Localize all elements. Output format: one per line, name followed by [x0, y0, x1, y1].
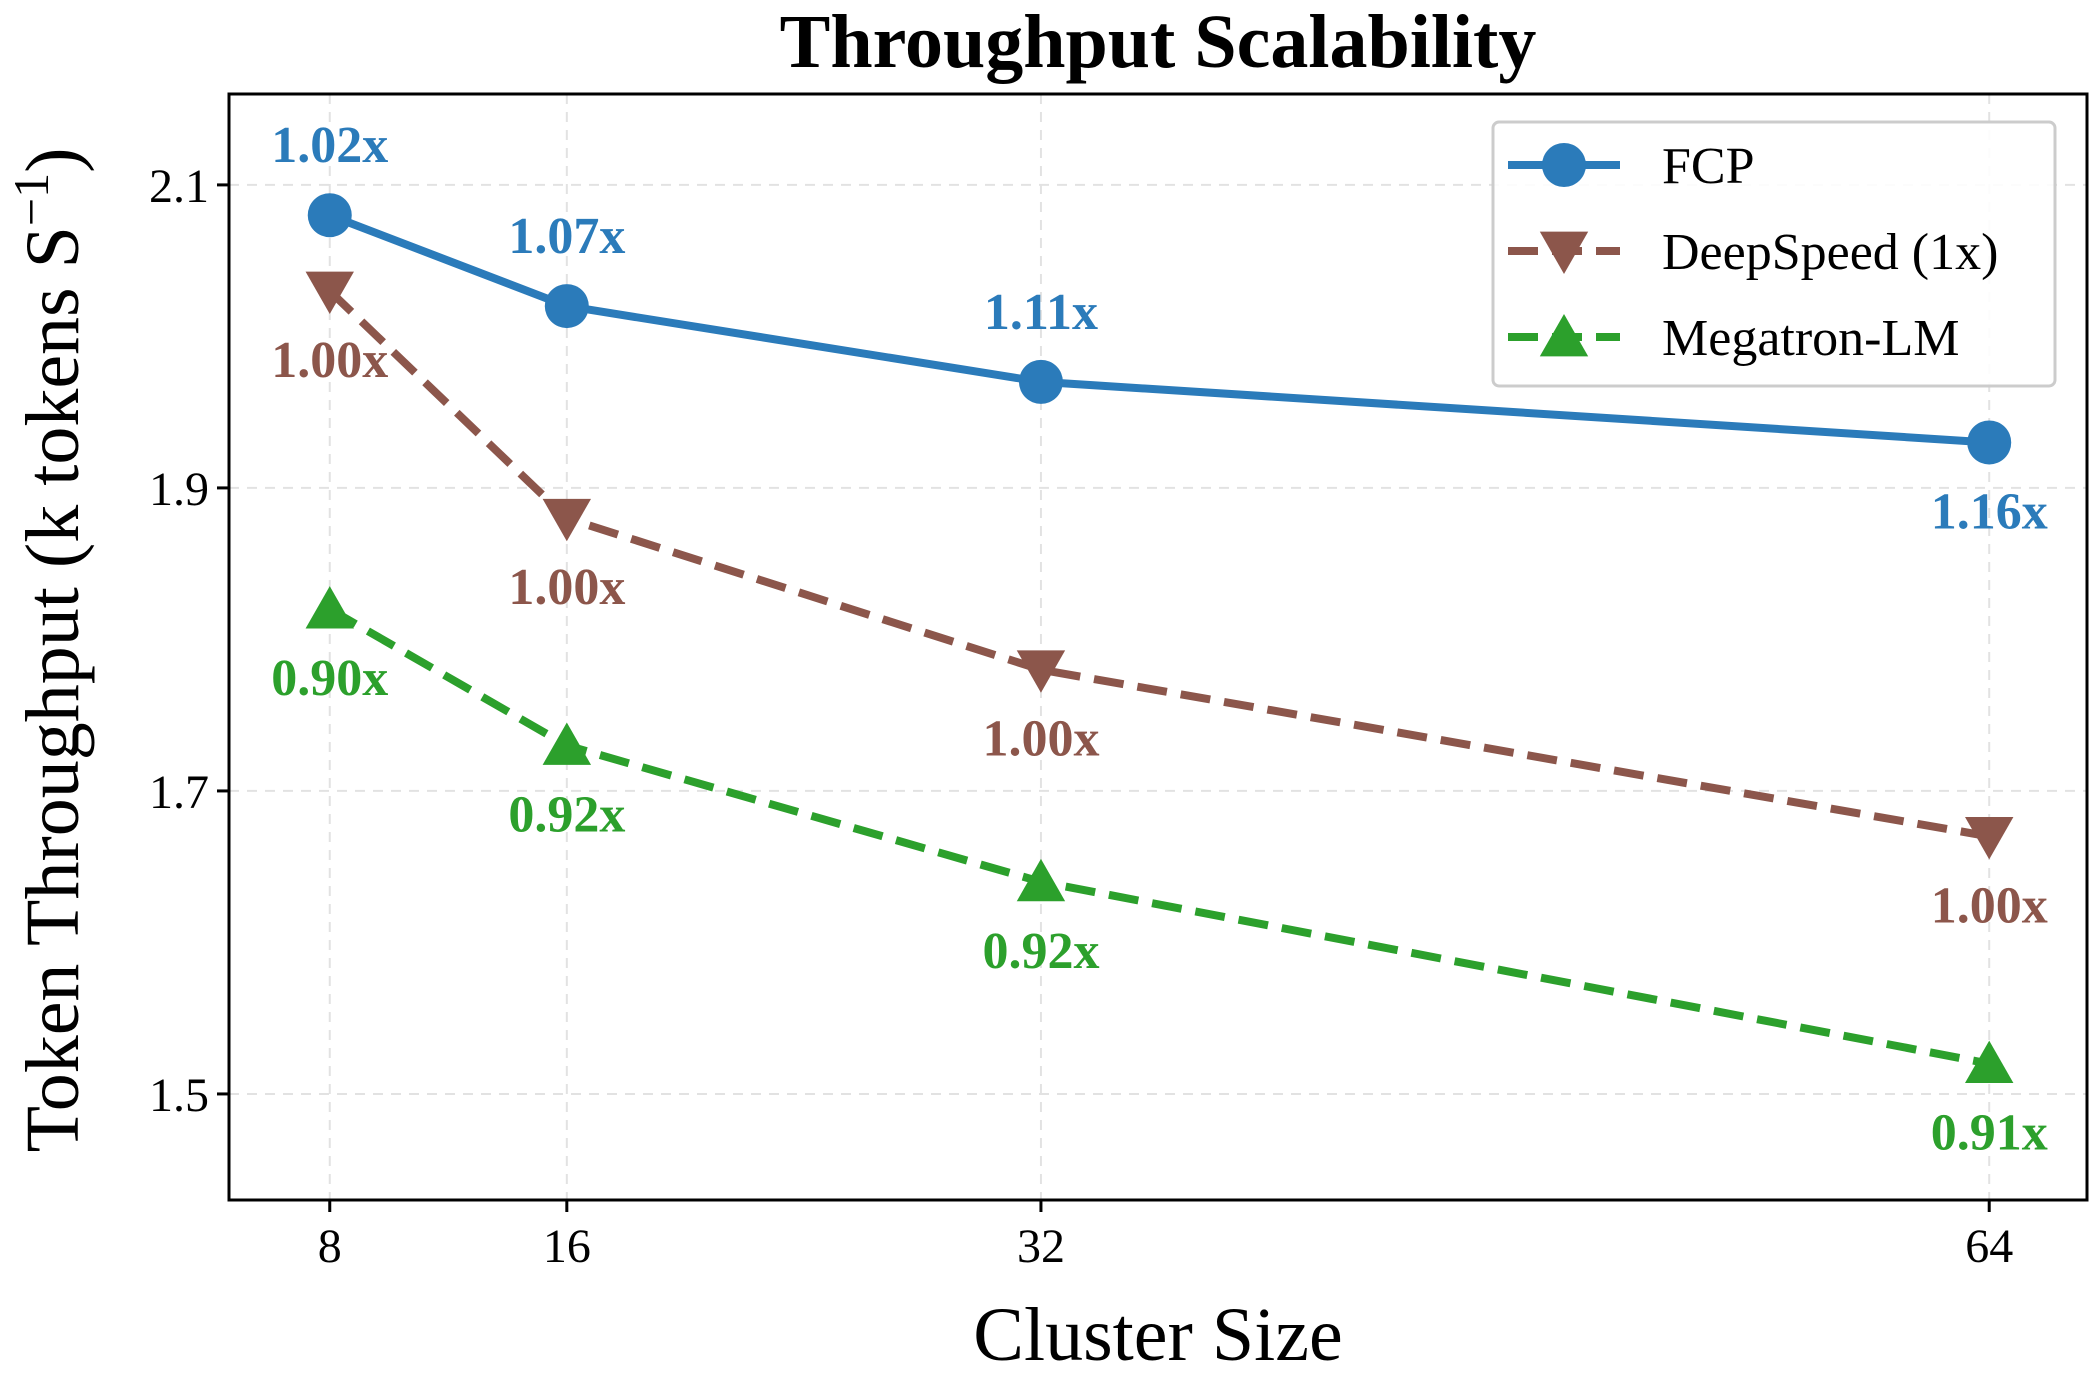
x-tick-label: 8	[318, 1220, 342, 1273]
data-point-fcp	[1018, 359, 1063, 404]
y-tick-label: 1.9	[149, 463, 209, 516]
axis-ticks: 8 16 32 64 1.5 1.7 1.9 2.1	[149, 160, 2013, 1273]
legend-frame	[1491, 120, 2057, 388]
data-point-megatron-lm	[1965, 1040, 2014, 1084]
data-point-fcp	[1967, 420, 2012, 465]
legend-marker-megatron-lm	[1539, 314, 1589, 357]
data-point-deepspeed-1x	[1965, 817, 2014, 860]
data-point-deepspeed-1x	[305, 271, 354, 314]
data-labels: 1.02x 1.07x 1.11x 1.16x 1.00x 1.00x 1.00x 1.00x…	[271, 117, 2047, 1161]
series-line-megatron-lm	[327, 605, 1990, 1068]
data-point-megatron-lm	[542, 722, 592, 765]
legend-label-megatron-lm: Megatron-LM	[1662, 310, 1959, 367]
x-axis-label: Cluster Size	[973, 1293, 1342, 1377]
data-point-deepspeed-1x	[542, 498, 592, 542]
plot-frame	[227, 92, 2089, 1202]
y-axis-label-close: )	[11, 148, 95, 173]
data-label-megatron-lm: 0.91x	[1931, 1105, 2048, 1162]
data-label-deepspeed-1x: 1.00x	[982, 711, 1099, 768]
data-label-fcp: 1.11x	[984, 284, 1098, 341]
y-axis-label-superscript: −1	[3, 173, 59, 226]
data-label-fcp: 1.16x	[1931, 483, 2048, 540]
data-point-megatron-lm	[305, 586, 354, 629]
legend-marker-fcp	[1542, 143, 1586, 187]
legend: FCP DeepSpeed (1x) Megatron-LM	[1491, 120, 2057, 388]
data-label-deepspeed-1x: 1.00x	[508, 559, 625, 616]
data-point-deepspeed-1x	[1016, 650, 1066, 693]
legend-marker-deepspeed-1x	[1539, 231, 1589, 274]
data-label-fcp: 1.02x	[271, 117, 388, 174]
data-label-deepspeed-1x: 1.00x	[1931, 877, 2048, 934]
x-tick-label: 64	[1965, 1220, 2013, 1273]
data-label-deepspeed-1x: 1.00x	[271, 332, 388, 389]
x-tick-label: 32	[1017, 1220, 1065, 1273]
y-axis-label-text: Token Throughput (k tokens S	[11, 226, 95, 1152]
data-label-megatron-lm: 0.92x	[508, 786, 625, 843]
y-tick-label: 2.1	[149, 160, 209, 213]
plot-series	[305, 193, 2014, 1084]
legend-label-fcp: FCP	[1662, 138, 1755, 195]
chart-title: Throughput Scalability	[780, 0, 1537, 84]
data-point-fcp	[544, 284, 589, 329]
data-label-megatron-lm: 0.92x	[982, 923, 1099, 980]
data-label-fcp: 1.07x	[508, 208, 625, 265]
series-line-deepspeed-1x	[326, 288, 1990, 841]
y-axis-label: Token Throughput (k tokens S−1)	[3, 148, 95, 1153]
series-line-fcp	[328, 211, 1990, 447]
data-point-fcp	[307, 193, 352, 238]
legend-label-deepspeed-1x: DeepSpeed (1x)	[1662, 224, 1998, 281]
y-tick-label: 1.5	[149, 1069, 209, 1122]
y-tick-label: 1.7	[149, 766, 209, 819]
x-tick-label: 16	[543, 1220, 591, 1273]
data-label-megatron-lm: 0.90x	[271, 650, 388, 707]
data-point-megatron-lm	[1016, 858, 1066, 902]
